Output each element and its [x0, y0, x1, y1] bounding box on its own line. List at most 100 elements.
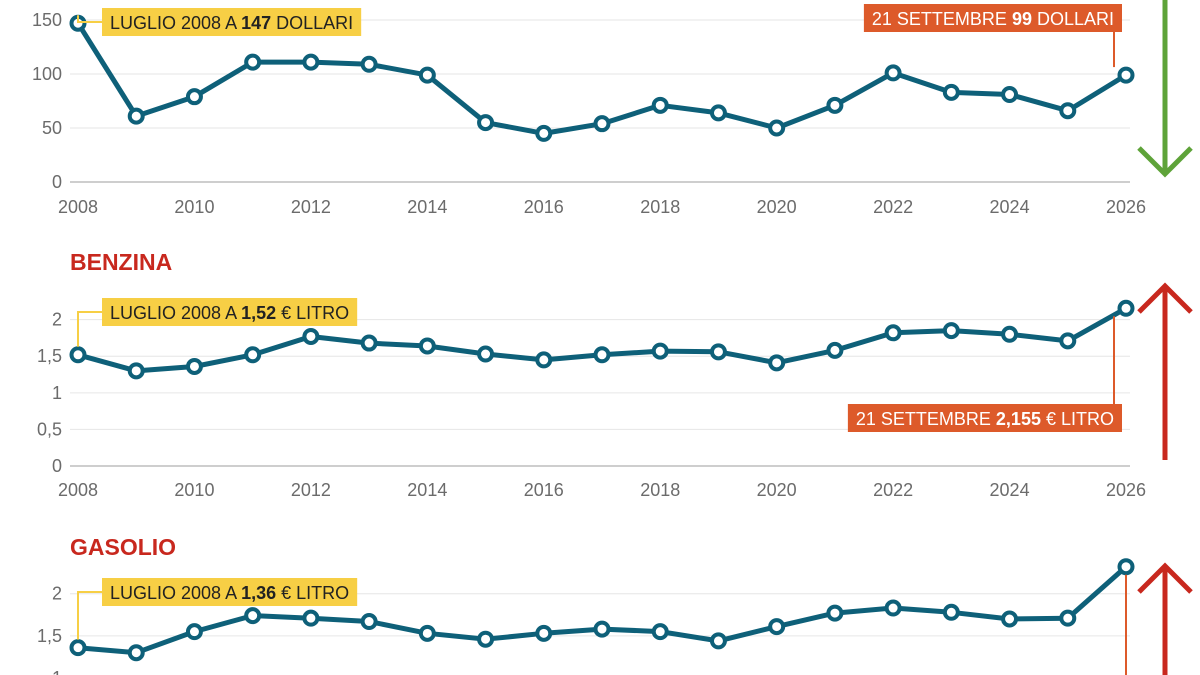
x-tick-label: 2018	[640, 480, 680, 500]
callout-end-text: 21 SETTEMBRE 2,155 € LITRO	[856, 409, 1114, 429]
data-point	[418, 66, 436, 84]
data-point	[884, 64, 902, 82]
arrow-up-head	[1137, 282, 1193, 314]
data-point	[1059, 609, 1077, 627]
data-point	[593, 620, 611, 638]
data-point	[593, 115, 611, 133]
y-tick-label: 1	[52, 668, 62, 675]
data-point	[360, 613, 378, 631]
data-point	[884, 599, 902, 617]
arrow-down-head	[1137, 146, 1193, 178]
x-tick-label: 2010	[174, 197, 214, 217]
data-point	[418, 337, 436, 355]
y-tick-label: 1,5	[37, 626, 62, 646]
chart-1: 0 50 100 150 2008 2010 2012 2014 2016 2018 2020 202…	[32, 0, 1193, 217]
arrow-up-head	[1137, 562, 1193, 594]
callout-start-text: LUGLIO 2008 A 1,52 € LITRO	[110, 303, 349, 323]
callout-start-leader	[77, 15, 102, 23]
x-tick-label: 2024	[990, 197, 1030, 217]
data-point	[244, 346, 262, 364]
data-point	[69, 346, 87, 364]
data-point	[709, 632, 727, 650]
data-point	[127, 644, 145, 662]
callout-start-text: LUGLIO 2008 A 147 DOLLARI	[110, 13, 353, 33]
data-point	[535, 351, 553, 369]
data-point	[244, 607, 262, 625]
callout-start-box	[102, 578, 358, 606]
callout-end-box	[863, 4, 1122, 32]
x-tick-label: 2016	[524, 480, 564, 500]
data-point	[1001, 610, 1019, 628]
x-tick-label: 2022	[873, 480, 913, 500]
x-tick-label: 2020	[757, 480, 797, 500]
data-point	[302, 53, 320, 71]
data-point	[1001, 325, 1019, 343]
data-point	[244, 53, 262, 71]
data-point	[535, 124, 553, 142]
x-tick-label: 2010	[174, 480, 214, 500]
callout-end: 21 SETTEMBRE 2,155 € LITRO	[847, 404, 1122, 432]
y-tick-label: 1,5	[37, 346, 62, 366]
data-point	[709, 343, 727, 361]
data-point	[651, 342, 669, 360]
data-point	[185, 357, 203, 375]
data-point	[826, 96, 844, 114]
data-point	[1001, 86, 1019, 104]
y-tick-label: 100	[32, 64, 62, 84]
y-tick-label: 2	[52, 310, 62, 330]
x-tick-label: 2012	[291, 480, 331, 500]
y-tick-label: 150	[32, 10, 62, 30]
x-tick-label: 2012	[291, 197, 331, 217]
data-point	[302, 327, 320, 345]
data-point	[768, 354, 786, 372]
x-tick-label: 2014	[407, 480, 447, 500]
data-point	[477, 630, 495, 648]
chart-3: 1 1,5 2 LUGLIO 2008 A 1,36 € LITRO	[37, 558, 1193, 675]
y-tick-label: 0	[52, 456, 62, 476]
callout-start: LUGLIO 2008 A 1,52 € LITRO	[102, 298, 358, 326]
data-point	[826, 341, 844, 359]
data-point	[185, 623, 203, 641]
data-point	[185, 88, 203, 106]
y-tick-label: 2	[52, 584, 62, 604]
y-tick-label: 1	[52, 383, 62, 403]
data-point	[360, 55, 378, 73]
x-tick-label: 2016	[524, 197, 564, 217]
y-tick-label: 50	[42, 118, 62, 138]
data-point	[884, 324, 902, 342]
chart-2: 0 0,5 1 1,5 2 2008 2010 2012 2014 2016 2018 2020 202…	[37, 282, 1193, 500]
data-point	[826, 604, 844, 622]
x-tick-label: 2024	[990, 480, 1030, 500]
data-point	[535, 624, 553, 642]
data-point	[593, 346, 611, 364]
callout-start: LUGLIO 2008 A 147 DOLLARI	[102, 8, 362, 36]
callout-start-leader	[77, 311, 102, 347]
benzina-title: BENZINA	[70, 249, 172, 275]
data-point	[1117, 299, 1135, 317]
callout-start-box	[102, 298, 358, 326]
data-point	[1059, 102, 1077, 120]
x-tick-label: 2018	[640, 197, 680, 217]
data-point	[768, 119, 786, 137]
x-tick-label: 2008	[58, 480, 98, 500]
data-point	[1117, 66, 1135, 84]
y-tick-label: 0	[52, 172, 62, 192]
x-tick-label: 2022	[873, 197, 913, 217]
data-point	[418, 624, 436, 642]
data-point	[127, 107, 145, 125]
data-point	[1059, 332, 1077, 350]
callout-end-box	[847, 404, 1122, 432]
x-tick-label: 2026	[1106, 480, 1146, 500]
data-point	[768, 618, 786, 636]
data-point	[302, 609, 320, 627]
x-tick-label: 2026	[1106, 197, 1146, 217]
y-tick-label: 0,5	[37, 419, 62, 439]
callout-end: 21 SETTEMBRE 99 DOLLARI	[863, 4, 1122, 32]
data-point	[651, 96, 669, 114]
callout-start-box	[102, 8, 362, 36]
data-point	[360, 334, 378, 352]
data-point	[1117, 558, 1135, 576]
data-point	[942, 603, 960, 621]
data-point	[477, 345, 495, 363]
